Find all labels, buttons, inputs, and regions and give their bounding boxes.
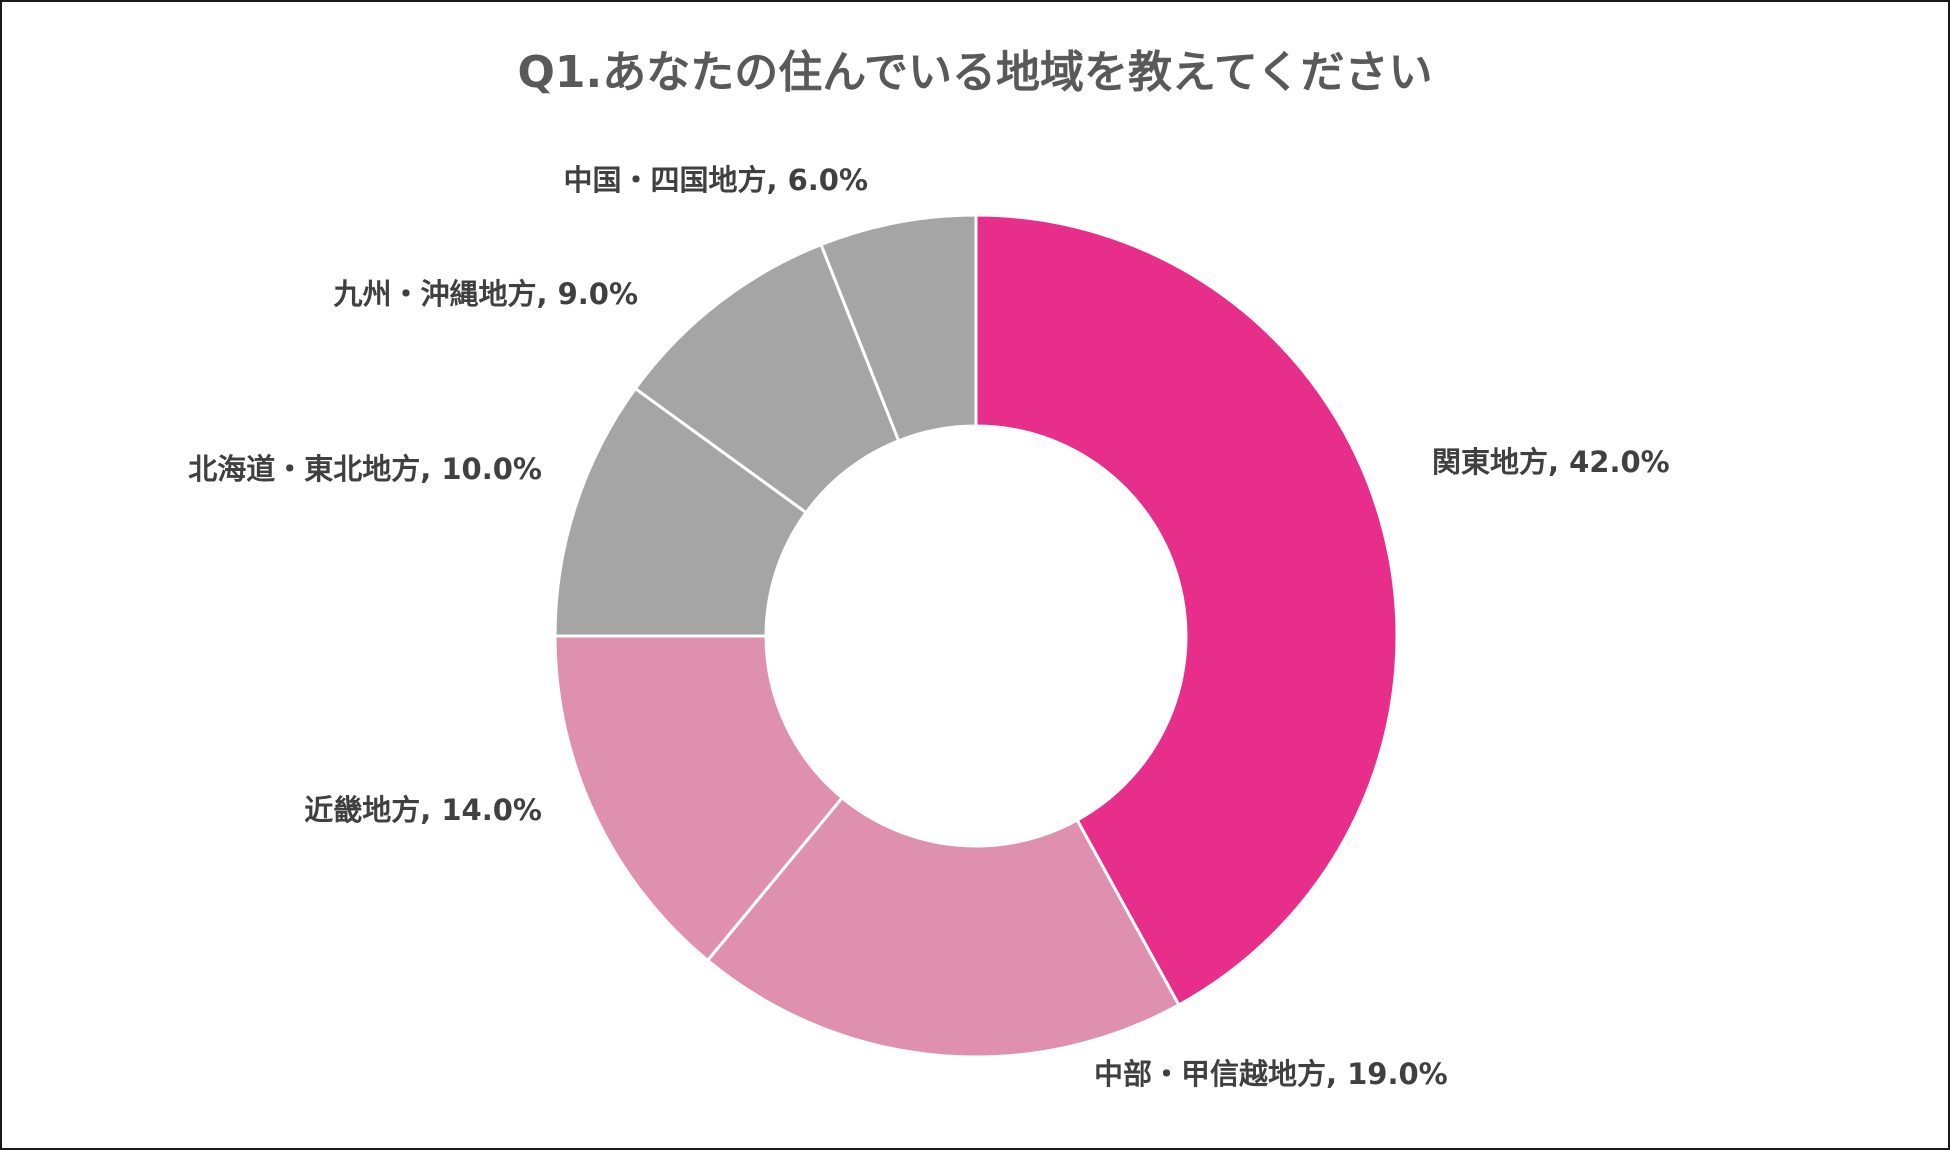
slice-data-label: 関東地方, 42.0%	[1432, 445, 1670, 479]
donut-slice	[553, 386, 809, 638]
slice-data-label: 中国・四国地方, 6.0%	[563, 163, 868, 197]
slice-data-label: 北海道・東北地方, 10.0%	[188, 452, 542, 486]
slice-labels: 関東地方, 42.0% 中部・甲信越地方, 19.0% 近畿地方, 14.0% 北海道…	[188, 163, 1669, 1091]
donut-slice	[705, 795, 1181, 1059]
chart-title: Q1.あなたの住んでいる地域を教えてください	[517, 47, 1433, 98]
donut-slices	[553, 213, 1399, 1059]
slice-data-label: 近畿地方, 14.0%	[304, 793, 542, 827]
donut-slice	[974, 213, 1399, 1007]
donut-slice	[553, 634, 845, 963]
slice-data-label: 九州・沖縄地方, 9.0%	[333, 277, 638, 311]
slice-data-label: 中部・甲信越地方, 19.0%	[1094, 1057, 1448, 1091]
donut-slice	[819, 213, 978, 443]
